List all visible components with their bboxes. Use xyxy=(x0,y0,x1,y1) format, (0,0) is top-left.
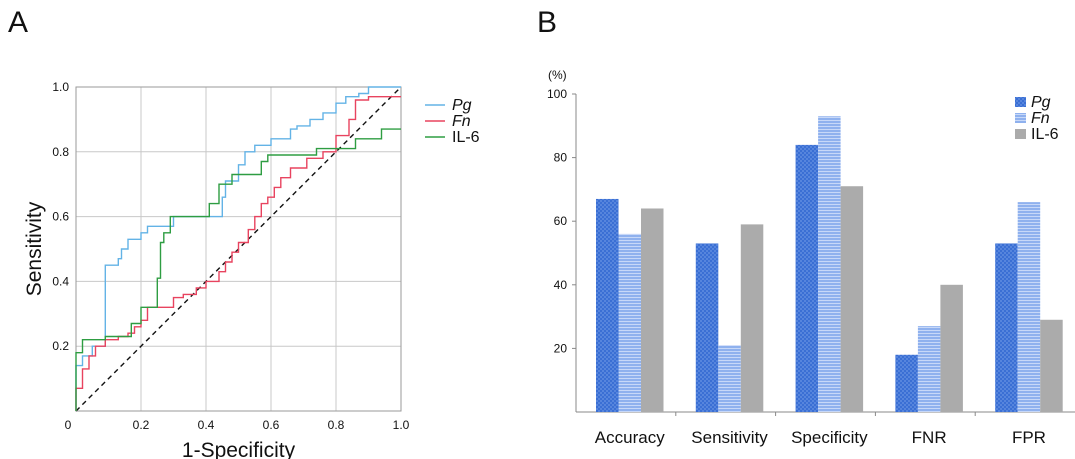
bar-fn-accuracy xyxy=(618,233,641,412)
y-tick-label: 20 xyxy=(554,341,568,355)
bar-pg-specificity xyxy=(795,144,819,412)
bar-fn-fnr xyxy=(917,326,941,412)
bar-il6-accuracy xyxy=(641,208,664,412)
x-tick-label: 0.2 xyxy=(133,418,150,432)
y-tick-label: 0.6 xyxy=(52,210,69,224)
legend-label: IL-6 xyxy=(1031,126,1059,143)
y-tick-label: 0.2 xyxy=(52,339,69,353)
bar-fn-sensitivity xyxy=(718,345,741,412)
x-tick-label: 1.0 xyxy=(393,418,410,432)
bar-il6-specificity xyxy=(840,186,864,412)
category-label: Specificity xyxy=(791,428,868,447)
y-axis-unit: (%) xyxy=(548,68,567,82)
legend-swatch xyxy=(1015,97,1026,107)
y-tick-label: 100 xyxy=(547,87,567,101)
x-tick-label: 0.8 xyxy=(328,418,345,432)
x-axis-title: 1-Specificity xyxy=(182,439,296,459)
bar-il6-sensitivity xyxy=(740,224,764,412)
x-tick-label: 0.4 xyxy=(198,418,215,432)
y-axis-title: Sensitivity xyxy=(23,201,46,296)
y-tick-label: 80 xyxy=(554,151,568,165)
legend-label: IL-6 xyxy=(452,129,480,146)
roc-curve-chart: 0 0.2 0.4 0.6 0.8 1.0 0.2 0.4 0.6 0.8 1.0 1-Specifi… xyxy=(23,80,480,459)
panel-label-a: A xyxy=(8,6,29,39)
x-tick-label: 0 xyxy=(65,418,72,432)
legend-label: Fn xyxy=(452,113,471,130)
bar-fn-fpr xyxy=(1017,202,1041,412)
legend-swatch xyxy=(1015,113,1026,123)
y-tick-label: 0.4 xyxy=(52,274,69,288)
legend-label: Pg xyxy=(1031,94,1051,111)
bar-pg-accuracy xyxy=(596,198,619,412)
category-label: FNR xyxy=(912,428,947,447)
x-tick-label: 0.6 xyxy=(263,418,280,432)
bar-il6-fpr xyxy=(1040,319,1063,412)
roc-line-pg xyxy=(75,86,401,411)
category-label: Sensitivity xyxy=(691,428,768,447)
bar-pg-sensitivity xyxy=(695,243,719,412)
category-label: FPR xyxy=(1012,428,1046,447)
legend-swatch xyxy=(1015,129,1026,139)
y-tick-label: 1.0 xyxy=(52,80,69,94)
bar-pg-fpr xyxy=(995,243,1018,412)
y-tick-label: 0.8 xyxy=(52,145,69,159)
legend-label: Fn xyxy=(1031,110,1050,127)
bar-pg-fnr xyxy=(895,354,918,412)
roc-line-fn xyxy=(75,96,401,411)
plot-frame xyxy=(75,86,402,412)
bar-fn-specificity xyxy=(818,116,841,412)
y-tick-label: 40 xyxy=(554,278,568,292)
y-tick-label: 60 xyxy=(554,214,568,228)
bar-il6-fnr xyxy=(940,284,963,412)
roc-line-il6 xyxy=(75,128,401,411)
panel-label-b: B xyxy=(537,6,558,39)
category-label: Accuracy xyxy=(595,428,665,447)
legend-label: Pg xyxy=(452,97,472,114)
